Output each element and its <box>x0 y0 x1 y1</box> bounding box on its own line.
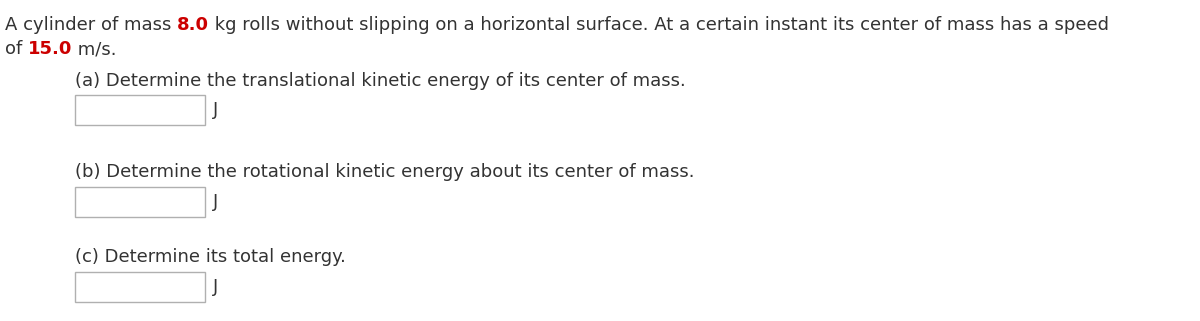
Text: (b) Determine the rotational kinetic energy about its center of mass.: (b) Determine the rotational kinetic ene… <box>74 163 695 181</box>
Text: of: of <box>5 40 28 58</box>
Text: J: J <box>214 193 218 211</box>
FancyBboxPatch shape <box>74 187 205 217</box>
Text: J: J <box>214 278 218 296</box>
Text: (a) Determine the translational kinetic energy of its center of mass.: (a) Determine the translational kinetic … <box>74 72 685 90</box>
FancyBboxPatch shape <box>74 272 205 302</box>
Text: A cylinder of mass: A cylinder of mass <box>5 16 178 34</box>
Text: (c) Determine its total energy.: (c) Determine its total energy. <box>74 248 346 266</box>
FancyBboxPatch shape <box>74 95 205 125</box>
Text: 8.0: 8.0 <box>178 16 209 34</box>
Text: kg rolls without slipping on a horizontal surface. At a certain instant its cent: kg rolls without slipping on a horizonta… <box>209 16 1109 34</box>
Text: 15.0: 15.0 <box>28 40 72 58</box>
Text: J: J <box>214 101 218 119</box>
Text: m/s.: m/s. <box>72 40 116 58</box>
